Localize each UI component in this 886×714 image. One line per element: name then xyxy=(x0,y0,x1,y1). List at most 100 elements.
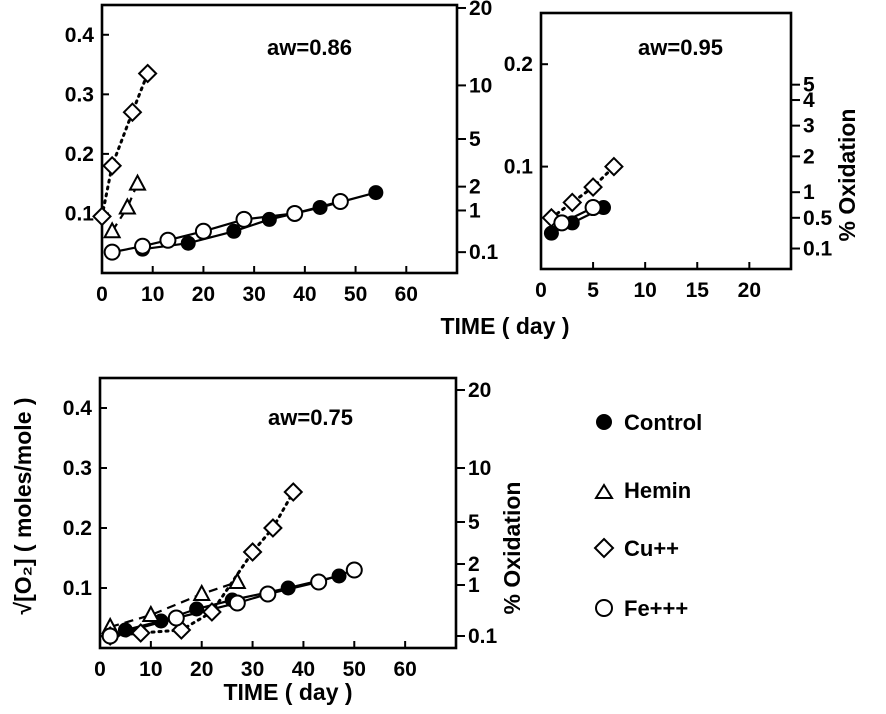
y-tick-label: 0.2 xyxy=(65,143,94,166)
x-tick-label: 20 xyxy=(738,279,761,302)
legend-item-cu: Cu++ xyxy=(593,536,679,561)
data-point-control xyxy=(368,185,384,201)
data-point-hemin xyxy=(192,583,211,601)
right-tick-label: 3 xyxy=(803,115,815,138)
right-tick-label: 4 xyxy=(803,89,815,112)
panel-aw-075: 0 10 20 30 40 50 60 0.1 0.2 0.3 0.4 0.1 12 5 10 20 aw=0… xyxy=(63,376,498,681)
diamond-marker xyxy=(593,537,615,559)
data-point-fe xyxy=(235,210,253,228)
x-tick-label: 20 xyxy=(192,283,215,306)
y-tick-label: 0.3 xyxy=(63,457,92,480)
data-point-control xyxy=(280,580,296,596)
data-point-control xyxy=(331,568,347,584)
panel-aw-086: 0 10 20 30 40 50 60 0.1 0.2 0.3 0.4 0.1 12 5 10 20 aw=0… xyxy=(65,0,499,306)
data-point-cu xyxy=(242,542,263,562)
legend-label: Control xyxy=(624,410,702,435)
time-axis-title-bottom: TIME ( day ) xyxy=(223,679,352,705)
x-tick-label: 10 xyxy=(139,658,162,681)
panel-title: aw=0.95 xyxy=(638,35,723,60)
panel-title: aw=0.75 xyxy=(268,405,353,430)
x-tick-label: 60 xyxy=(395,283,418,306)
plot-frame xyxy=(98,376,458,650)
right-tick-label: 0.1 xyxy=(468,625,498,648)
series-line-cu xyxy=(549,165,616,220)
right-tick-label: 5 xyxy=(469,128,481,151)
panel-aw-075-plot: 0 10 20 30 40 50 60 0.1 0.2 0.3 0.4 0.1 12 5 10 20 xyxy=(63,379,498,681)
data-point-cu xyxy=(130,623,151,643)
panel-title: aw=0.86 xyxy=(267,35,352,60)
data-point-fe xyxy=(103,243,121,261)
right-tick-label: 0.5 xyxy=(803,207,833,230)
data-point-control xyxy=(189,601,205,617)
x-tick-label: 10 xyxy=(141,283,164,306)
data-point-fe xyxy=(101,627,119,645)
data-point-cu xyxy=(92,206,112,227)
series-line-cu xyxy=(100,72,150,218)
data-point-fe xyxy=(194,222,212,240)
data-point-cu xyxy=(283,482,304,502)
panel-aw-086-plot: 0 10 20 30 40 50 60 0.1 0.2 0.3 0.4 0.1 12 5 10 20 xyxy=(65,0,499,306)
data-point-fe xyxy=(584,199,602,217)
triangle-marker xyxy=(594,483,614,499)
data-point-control xyxy=(226,223,242,239)
y-tick-label: 0.2 xyxy=(504,53,533,76)
data-point-fe xyxy=(345,561,363,579)
right-tick-label: 20 xyxy=(469,0,492,20)
right-tick-label: 2 xyxy=(469,176,481,199)
data-point-hemin xyxy=(128,173,147,191)
y-tick-label: 0.2 xyxy=(63,517,92,540)
data-point-hemin xyxy=(141,604,161,622)
right-tick-label: 5 xyxy=(468,511,480,534)
x-tick-label: 15 xyxy=(686,279,710,302)
right-tick-label: 20 xyxy=(468,379,491,402)
right-tick-label: 1 xyxy=(803,181,815,204)
x-tick-label: 50 xyxy=(344,283,367,306)
x-tick-label: 0 xyxy=(535,279,547,302)
x-tick-label: 30 xyxy=(242,283,265,306)
x-tick-label: 5 xyxy=(587,279,599,302)
data-point-cu xyxy=(263,518,283,538)
legend-item-hemin: Hemin xyxy=(594,478,691,503)
right-tick-label: 2 xyxy=(468,553,480,576)
y-tick-label: 0.1 xyxy=(65,202,95,225)
legend-label: Fe+++ xyxy=(624,596,688,621)
data-point-fe xyxy=(310,573,328,591)
data-point-fe xyxy=(259,585,277,603)
y-tick-label: 0.4 xyxy=(63,397,93,420)
right-tick-label: 5 xyxy=(803,74,815,97)
right-tick-label: 10 xyxy=(468,457,491,480)
data-point-cu xyxy=(583,177,603,197)
time-axis-title-top: TIME ( day ) xyxy=(440,313,569,339)
data-point-cu xyxy=(137,63,158,84)
legend-item-control: Control xyxy=(596,410,702,435)
data-point-cu xyxy=(604,156,624,177)
data-point-hemin xyxy=(118,197,137,215)
x-tick-label: 20 xyxy=(190,658,213,681)
x-tick-label: 0 xyxy=(94,658,106,681)
data-point-cu xyxy=(102,155,123,176)
y-tick-label: 0.1 xyxy=(63,577,93,600)
data-point-fe xyxy=(553,214,571,232)
right-tick-label: 1 xyxy=(469,199,481,222)
filled-circle-marker xyxy=(596,414,612,430)
data-point-fe xyxy=(228,594,246,612)
data-point-cu xyxy=(562,192,583,213)
plot-frame xyxy=(539,11,793,271)
right-tick-label: 0.1 xyxy=(469,241,499,264)
x-tick-label: 0 xyxy=(96,283,108,306)
x-tick-label: 30 xyxy=(241,658,264,681)
data-point-control xyxy=(261,211,277,227)
legend-item-fe: Fe+++ xyxy=(595,596,688,621)
series-line-hemin xyxy=(111,183,139,232)
x-tick-label: 40 xyxy=(293,283,316,306)
legend-label: Cu++ xyxy=(624,536,679,561)
data-point-fe xyxy=(331,193,349,211)
series-line-hemin xyxy=(109,580,238,629)
right-tick-label: 10 xyxy=(469,74,492,97)
y-tick-label: 0.3 xyxy=(65,83,94,106)
data-point-hemin xyxy=(228,571,247,589)
open-circle-marker xyxy=(595,599,613,617)
